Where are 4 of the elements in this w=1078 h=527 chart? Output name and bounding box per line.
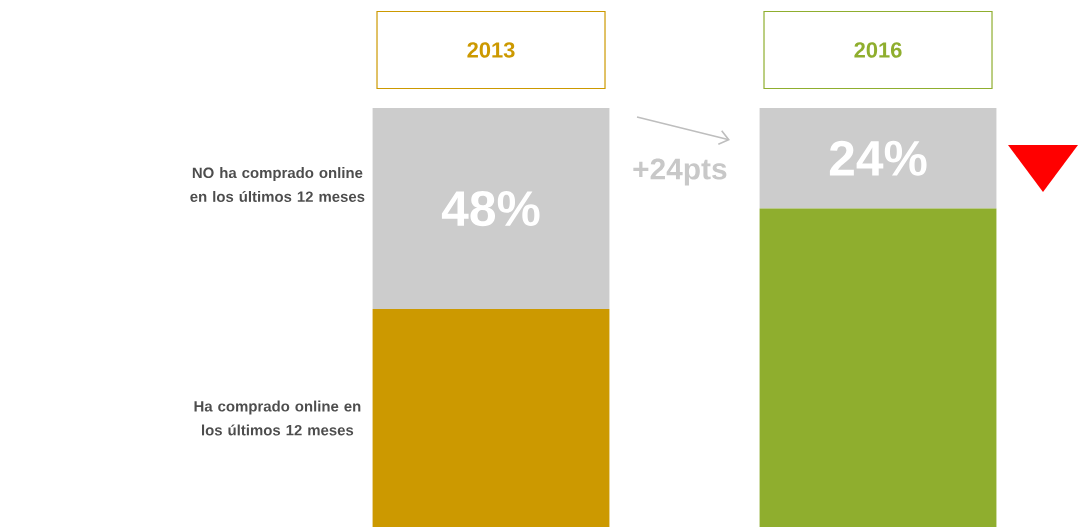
x-tick-label: 2016 — [854, 42, 902, 58]
x-tick-label: 2013 — [467, 42, 515, 58]
series-label: NO ha comprado online en los últimos 12 meses — [190, 167, 365, 202]
series-label: Ha comprado online en los últimos 12 meses — [194, 400, 361, 436]
